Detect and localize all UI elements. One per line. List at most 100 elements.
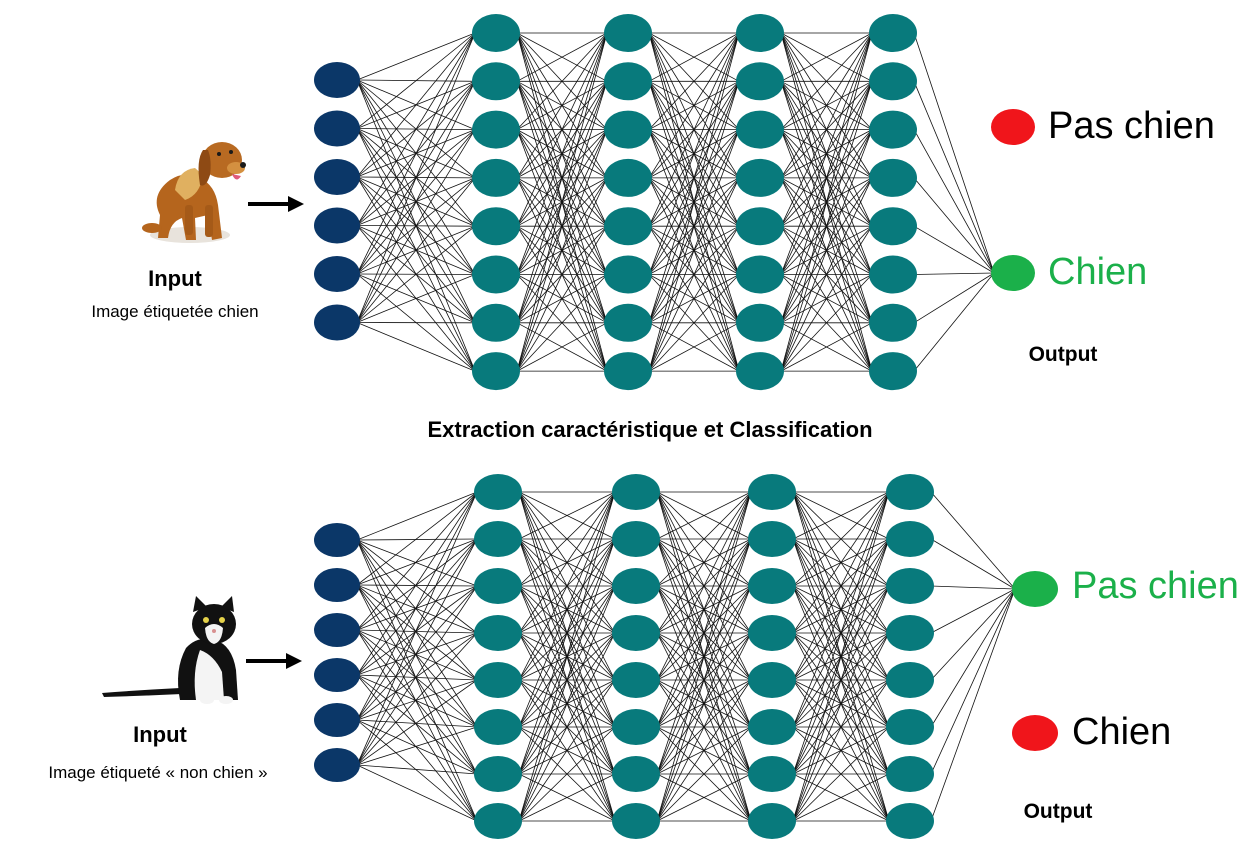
edge-line [356, 32, 476, 129]
hidden-node-layer3 [748, 474, 796, 510]
input-node [314, 748, 360, 782]
hidden-node-layer1 [472, 303, 520, 342]
edge-line [792, 491, 890, 822]
hidden-node-layer4 [869, 62, 917, 101]
input-arrow [246, 653, 302, 669]
edge-line [356, 225, 476, 323]
edge-line [516, 81, 608, 372]
hidden-node-layer3 [748, 521, 796, 557]
hidden-node-layer4 [886, 709, 934, 745]
hidden-node-layer2 [604, 14, 652, 52]
edge-line [356, 538, 478, 631]
output-node-chien [991, 255, 1035, 291]
hidden-node-layer2 [612, 521, 660, 557]
edge-line [356, 539, 478, 822]
edge-line [516, 32, 608, 275]
edge-line [356, 719, 478, 822]
edge-line [656, 491, 752, 587]
edge-line [913, 225, 995, 274]
input-subtitle: Image étiqueté « non chien » [48, 763, 267, 782]
edge-line [356, 585, 478, 631]
edge-line [516, 274, 608, 372]
edge-line [356, 274, 476, 323]
network-nodes [314, 14, 917, 391]
edge-line [356, 538, 478, 766]
hidden-node-layer4 [869, 110, 917, 149]
edge-line [516, 32, 608, 372]
hidden-node-layer4 [886, 662, 934, 698]
edge-line [648, 81, 740, 372]
hidden-node-layer2 [612, 474, 660, 510]
edge-line [356, 81, 476, 323]
output-label-chien: Chien [1048, 251, 1147, 293]
hidden-node-layer3 [736, 62, 784, 101]
network-edges [356, 32, 995, 372]
input-node [314, 613, 360, 647]
edge-line [356, 585, 478, 676]
hidden-node-layer1 [474, 568, 522, 604]
edge-line [356, 719, 478, 775]
input-node [314, 304, 360, 341]
edge-line [516, 225, 608, 372]
edge-line [930, 588, 1016, 775]
output-label-pas-chien: Pas chien [1072, 565, 1239, 607]
hidden-node-layer2 [604, 62, 652, 101]
edge-line [913, 177, 995, 274]
network-nodes [314, 474, 934, 839]
edge-line [356, 629, 478, 775]
hidden-node-layer2 [604, 207, 652, 246]
hidden-node-layer1 [472, 62, 520, 101]
edge-line [792, 491, 890, 540]
edge-line [516, 129, 608, 372]
hidden-node-layer2 [612, 568, 660, 604]
edge-line [780, 322, 873, 372]
hidden-node-layer3 [736, 303, 784, 342]
edge-line [656, 538, 752, 822]
edge-line [518, 491, 616, 728]
edge-line [516, 32, 608, 130]
edge-line [516, 32, 608, 179]
edge-line [656, 491, 752, 681]
hidden-node-layer2 [604, 158, 652, 197]
hidden-node-layer1 [474, 709, 522, 745]
edge-line [356, 629, 478, 681]
network-edges [356, 491, 1016, 822]
edge-line [356, 491, 478, 676]
hidden-node-layer1 [474, 662, 522, 698]
edge-line [356, 538, 478, 541]
hidden-node-layer4 [886, 756, 934, 792]
edge-line [648, 32, 740, 372]
edge-line [656, 679, 752, 822]
input-node [314, 159, 360, 195]
hidden-node-layer1 [472, 207, 520, 246]
hidden-node-layer2 [612, 709, 660, 745]
edge-line [780, 32, 873, 82]
hidden-node-layer3 [736, 352, 784, 391]
edge-line [356, 764, 478, 822]
edge-line [356, 632, 478, 721]
edge-line [518, 632, 616, 822]
edge-line [356, 632, 478, 766]
edge-line [648, 32, 740, 130]
edge-line [792, 585, 890, 822]
output-label-chien: Chien [1072, 711, 1171, 753]
hidden-node-layer2 [604, 352, 652, 391]
hidden-node-layer3 [736, 255, 784, 294]
edge-line [356, 632, 478, 676]
edge-line [356, 585, 478, 721]
edge-line [356, 539, 478, 681]
edge-line [516, 32, 608, 227]
hidden-node-layer1 [474, 803, 522, 839]
edge-line [648, 32, 740, 179]
output-label-pas-chien: Pas chien [1048, 105, 1215, 147]
edge-line [930, 588, 1016, 822]
edge-line [656, 491, 752, 728]
edge-line [792, 773, 890, 822]
edge-line [780, 32, 873, 275]
hidden-node-layer4 [869, 303, 917, 342]
edge-line [792, 679, 890, 822]
hidden-node-layer1 [472, 255, 520, 294]
input-title: Input [148, 266, 202, 291]
hidden-node-layer4 [869, 255, 917, 294]
